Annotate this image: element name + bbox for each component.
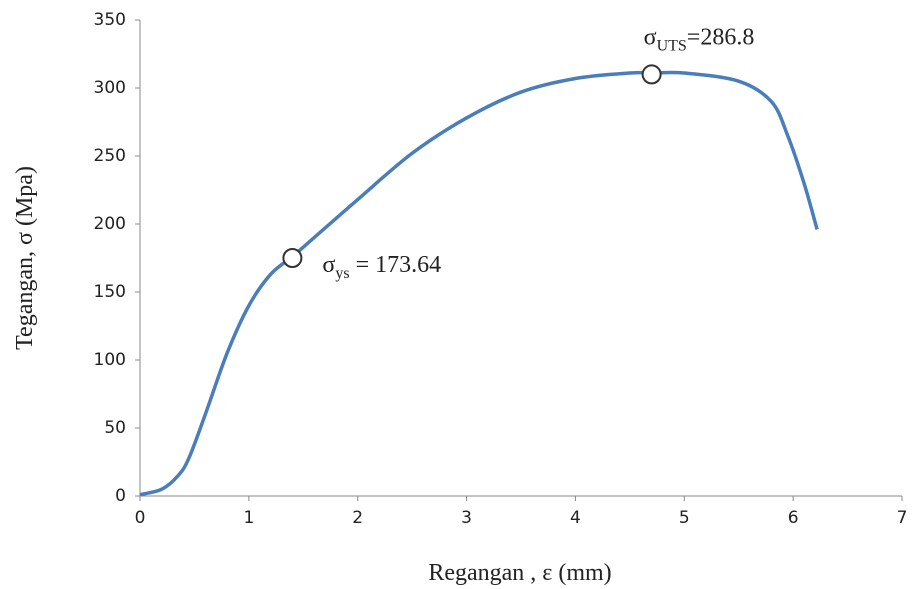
x-tick-label: 7 xyxy=(897,508,908,528)
y-tick-label: 100 xyxy=(94,350,126,370)
annotation-subscript: ys xyxy=(335,265,349,282)
data-line xyxy=(139,70,819,497)
x-tick-label: 2 xyxy=(352,508,363,528)
annotation-subscript: UTS xyxy=(657,37,687,54)
y-tick-label: 50 xyxy=(104,418,126,438)
annotation-symbol: σ xyxy=(644,24,657,50)
annotation-label: =286.8 xyxy=(687,24,755,50)
x-axis-title: Regangan , ε (mm) xyxy=(428,560,611,586)
y-tick-label: 150 xyxy=(94,282,126,302)
annotation-marker xyxy=(282,248,303,268)
x-tick-label: 1 xyxy=(243,508,254,528)
annotation-marker xyxy=(641,64,662,85)
y-tick-label: 200 xyxy=(94,214,126,234)
x-tick-label: 5 xyxy=(679,508,690,528)
x-tick-label: 3 xyxy=(461,508,472,528)
x-tick-label: 6 xyxy=(788,508,799,528)
annotation: σys = 173.64 xyxy=(322,252,441,282)
annotation: σUTS=286.8 xyxy=(644,24,755,54)
annotation-symbol: σ xyxy=(322,252,335,278)
y-tick-label: 0 xyxy=(115,486,126,506)
annotation-label: = 173.64 xyxy=(350,252,442,278)
x-tick-label: 0 xyxy=(135,508,146,528)
y-tick-label: 350 xyxy=(94,10,126,30)
y-tick-label: 300 xyxy=(94,78,126,98)
x-tick-label: 4 xyxy=(570,508,581,528)
y-axis-title: Tegangan, σ (Mpa) xyxy=(12,166,38,350)
y-tick-label: 250 xyxy=(94,146,126,166)
